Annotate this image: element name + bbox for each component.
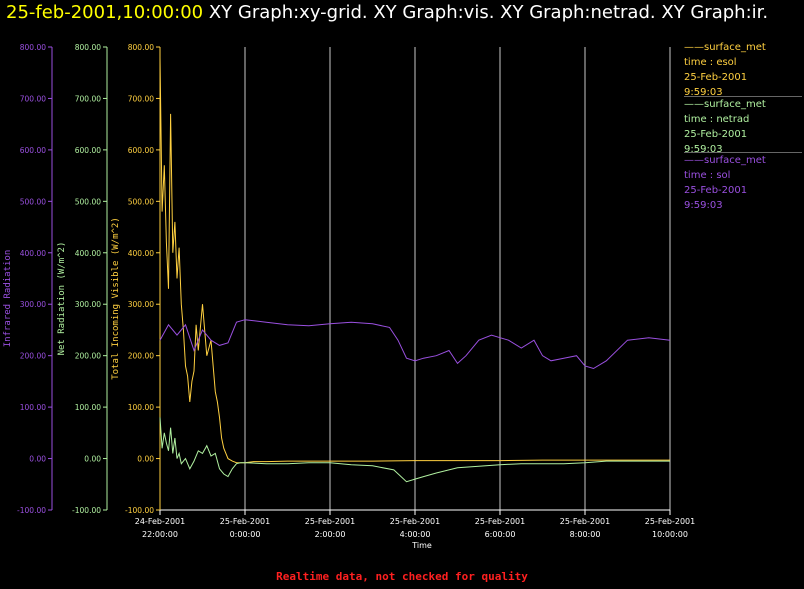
legend-variable: time : netrad — [684, 114, 750, 125]
x-tick-time: 6:00:00 — [485, 530, 516, 539]
netrad-tick-label: 700.00 — [75, 94, 101, 103]
x-tick-time: 22:00:00 — [142, 530, 178, 539]
x-tick-date: 25-Feb-2001 — [645, 517, 695, 526]
x-tick-time: 4:00:00 — [400, 530, 431, 539]
legend-series-name: ——surface_met — [684, 99, 766, 110]
vis-tick-label: 800.00 — [128, 43, 154, 52]
x-tick-date: 24-Feb-2001 — [135, 517, 185, 526]
vis-tick-label: -100.00 — [125, 506, 154, 515]
ir-tick-label: 200.00 — [20, 352, 46, 361]
ir-tick-label: 300.00 — [20, 300, 46, 309]
legend-time: 9:59:03 — [684, 87, 723, 98]
netrad-tick-label: 600.00 — [75, 146, 101, 155]
netrad-tick-label: 200.00 — [75, 352, 101, 361]
vis-tick-label: 700.00 — [128, 94, 154, 103]
vis-tick-label: 400.00 — [128, 249, 154, 258]
vis-tick-label: 100.00 — [128, 403, 154, 412]
legend-variable: time : esol — [684, 57, 737, 68]
netrad-axis-label: Net Radiation (W/m^2) — [57, 242, 67, 356]
ir-tick-label: -100.00 — [17, 506, 46, 515]
ir-series-line — [159, 319, 671, 370]
legend-date: 25-Feb-2001 — [684, 129, 748, 140]
vis-axis-label: Total Incoming Visible (W/m^2) — [111, 217, 121, 380]
x-tick-date: 25-Feb-2001 — [560, 517, 610, 526]
x-tick-date: 25-Feb-2001 — [475, 517, 525, 526]
header-time: 25-feb-2001,10:00:00 — [6, 2, 204, 23]
netrad-tick-label: 300.00 — [75, 300, 101, 309]
vis-tick-label: 300.00 — [128, 300, 154, 309]
x-tick-time: 2:00:00 — [315, 530, 346, 539]
vis-tick-label: 600.00 — [128, 146, 154, 155]
x-tick-date: 25-Feb-2001 — [220, 517, 270, 526]
netrad-tick-label: 100.00 — [75, 403, 101, 412]
ir-tick-label: 100.00 — [20, 403, 46, 412]
vis-tick-label: 200.00 — [128, 352, 154, 361]
grid — [244, 47, 671, 510]
netrad-tick-label: 500.00 — [75, 197, 101, 206]
ir-tick-label: 700.00 — [20, 94, 46, 103]
x-tick-time: 0:00:00 — [230, 530, 261, 539]
vis-tick-label: 500.00 — [128, 197, 154, 206]
x-tick-date: 25-Feb-2001 — [390, 517, 440, 526]
legend-series-name: ——surface_met — [684, 155, 766, 166]
x-tick-time: 10:00:00 — [652, 530, 688, 539]
series — [159, 57, 671, 483]
legend-time: 9:59:03 — [684, 144, 723, 155]
ir-tick-label: 600.00 — [20, 146, 46, 155]
header-titles: XY Graph:xy-grid. XY Graph:vis. XY Graph… — [208, 2, 769, 23]
ir-axis-label: Infrared Radiation — [3, 250, 13, 348]
ir-tick-label: 400.00 — [20, 249, 46, 258]
legend-date: 25-Feb-2001 — [684, 72, 748, 83]
ir-tick-label: 800.00 — [20, 43, 46, 52]
x-axis-ticks: 24-Feb-2001 22:00:00 25-Feb-2001 0:00:00 25-… — [135, 510, 695, 539]
netrad-tick-label: 800.00 — [75, 43, 101, 52]
x-axis-label: Time — [411, 541, 432, 550]
axes: -100.00 0.00 100.00 200.00 300.00 400.00 500.0… — [3, 43, 670, 515]
x-tick-time: 8:00:00 — [570, 530, 601, 539]
netrad-tick-label: 0.00 — [84, 455, 101, 464]
legend-time: 9:59:03 — [684, 200, 723, 211]
x-tick-date: 25-Feb-2001 — [305, 517, 355, 526]
legend-series-name: ——surface_met — [684, 42, 766, 53]
ir-tick-label: 0.00 — [29, 455, 46, 464]
quality-note: Realtime data, not checked for quality — [276, 570, 528, 583]
netrad-tick-label: 400.00 — [75, 249, 101, 258]
ir-tick-label: 500.00 — [20, 197, 46, 206]
legend-date: 25-Feb-2001 — [684, 185, 748, 196]
legend-variable: time : sol — [684, 170, 731, 181]
vis-series-line — [159, 57, 670, 464]
vis-tick-label: 0.00 — [137, 455, 154, 464]
header: 25-feb-2001,10:00:00 XY Graph:xy-grid. X… — [6, 2, 768, 23]
netrad-tick-label: -100.00 — [72, 506, 101, 515]
netrad-series-line — [159, 417, 670, 483]
